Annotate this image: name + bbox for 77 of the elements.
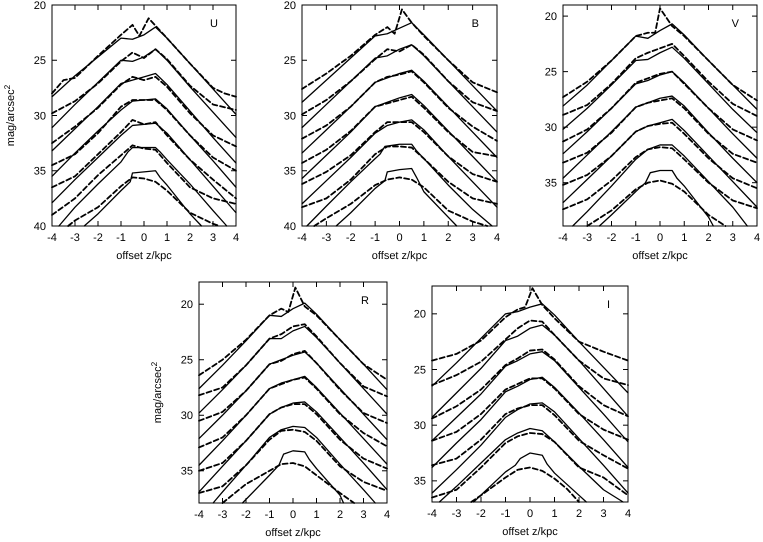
x-tick-label: -1 <box>370 232 380 244</box>
y-tick-label: 20 <box>34 0 46 12</box>
y-tick-label: 20 <box>284 0 296 12</box>
y-tick-label: 20 <box>414 308 426 321</box>
x-tick-label: 3 <box>600 508 607 520</box>
x-axis-title: offset z/kpc <box>265 527 322 539</box>
x-tick-label: -2 <box>606 232 616 244</box>
x-tick-label: 0 <box>290 509 296 521</box>
x-tick-label: -1 <box>630 232 641 244</box>
x-tick-label: 4 <box>754 232 760 244</box>
x-tick-label: 1 <box>313 509 320 521</box>
x-tick-label: 1 <box>164 232 170 244</box>
annotation: V <box>732 18 740 30</box>
y-tick-label: 35 <box>180 466 193 478</box>
x-tick-label: 0 <box>656 232 664 244</box>
x-tick-label: -1 <box>116 232 126 244</box>
x-tick-label: 2 <box>705 232 712 244</box>
x-tick-label: 2 <box>576 508 582 520</box>
x-tick-label: 4 <box>494 232 500 244</box>
y-tick-label: 20 <box>180 299 193 312</box>
y-tick-label: 40 <box>284 220 296 233</box>
y-tick-label: 20 <box>544 10 557 23</box>
annotation: U <box>210 18 218 30</box>
x-tick-label: 3 <box>470 232 476 244</box>
x-tick-label: 2 <box>186 232 194 244</box>
x-tick-label: 3 <box>210 232 216 244</box>
x-tick-label: 3 <box>730 232 736 244</box>
x-tick-label: -4 <box>558 232 568 244</box>
x-tick-label: 4 <box>384 509 390 521</box>
y-tick-label: 35 <box>544 178 557 190</box>
x-tick-label: -4 <box>47 232 57 244</box>
y-tick-label: 30 <box>414 420 426 432</box>
x-tick-label: -2 <box>346 232 356 244</box>
x-tick-label: 1 <box>681 232 688 244</box>
x-tick-label: 2 <box>336 509 344 521</box>
y-tick-label: 25 <box>34 55 46 68</box>
y-tick-label: 30 <box>284 110 296 122</box>
x-tick-label: -3 <box>218 509 228 521</box>
y-tick-label: 30 <box>34 110 46 122</box>
y-tick-label: 30 <box>544 122 557 134</box>
x-tick-label: 0 <box>396 232 403 244</box>
x-tick-label: 2 <box>445 232 452 244</box>
y-tick-label: 25 <box>180 354 193 367</box>
x-tick-label: 4 <box>624 508 632 520</box>
y-tick-label: 35 <box>34 166 46 178</box>
x-axis-title: offset z/kpc <box>502 526 558 538</box>
x-tick-label: -3 <box>321 232 332 244</box>
y-tick-label: 25 <box>544 66 557 78</box>
x-tick-label: -1 <box>264 509 274 521</box>
y-tick-label: 30 <box>180 410 193 422</box>
x-tick-label: 1 <box>420 232 427 244</box>
annotation: I <box>606 299 610 311</box>
x-axis-title: offset z/kpc <box>116 250 172 262</box>
x-tick-label: -2 <box>476 508 486 520</box>
x-tick-label: -3 <box>582 232 592 244</box>
x-tick-label: -4 <box>194 509 204 521</box>
x-axis-title: offset z/kpc <box>372 250 428 262</box>
x-tick-label: 4 <box>232 232 240 244</box>
y-tick-label: 25 <box>284 55 296 68</box>
annotation: B <box>472 18 479 30</box>
x-tick-label: 0 <box>140 232 148 244</box>
x-tick-label: -2 <box>93 232 103 244</box>
x-tick-label: -1 <box>500 508 510 520</box>
annotation: R <box>361 295 370 307</box>
x-tick-label: -3 <box>452 508 462 520</box>
x-tick-label: 3 <box>360 509 367 521</box>
x-tick-label: -3 <box>70 232 80 244</box>
y-tick-label: 35 <box>414 476 426 488</box>
x-tick-label: 1 <box>551 508 558 520</box>
x-tick-label: -4 <box>427 508 437 520</box>
x-tick-label: -4 <box>297 232 307 244</box>
y-tick-label: 35 <box>284 166 296 178</box>
x-tick-label: 0 <box>526 508 534 520</box>
y-tick-label: 25 <box>414 364 426 376</box>
x-axis-title: offset z/kpc <box>632 250 688 262</box>
y-tick-label: 40 <box>34 220 46 233</box>
x-tick-label: -2 <box>241 509 251 521</box>
